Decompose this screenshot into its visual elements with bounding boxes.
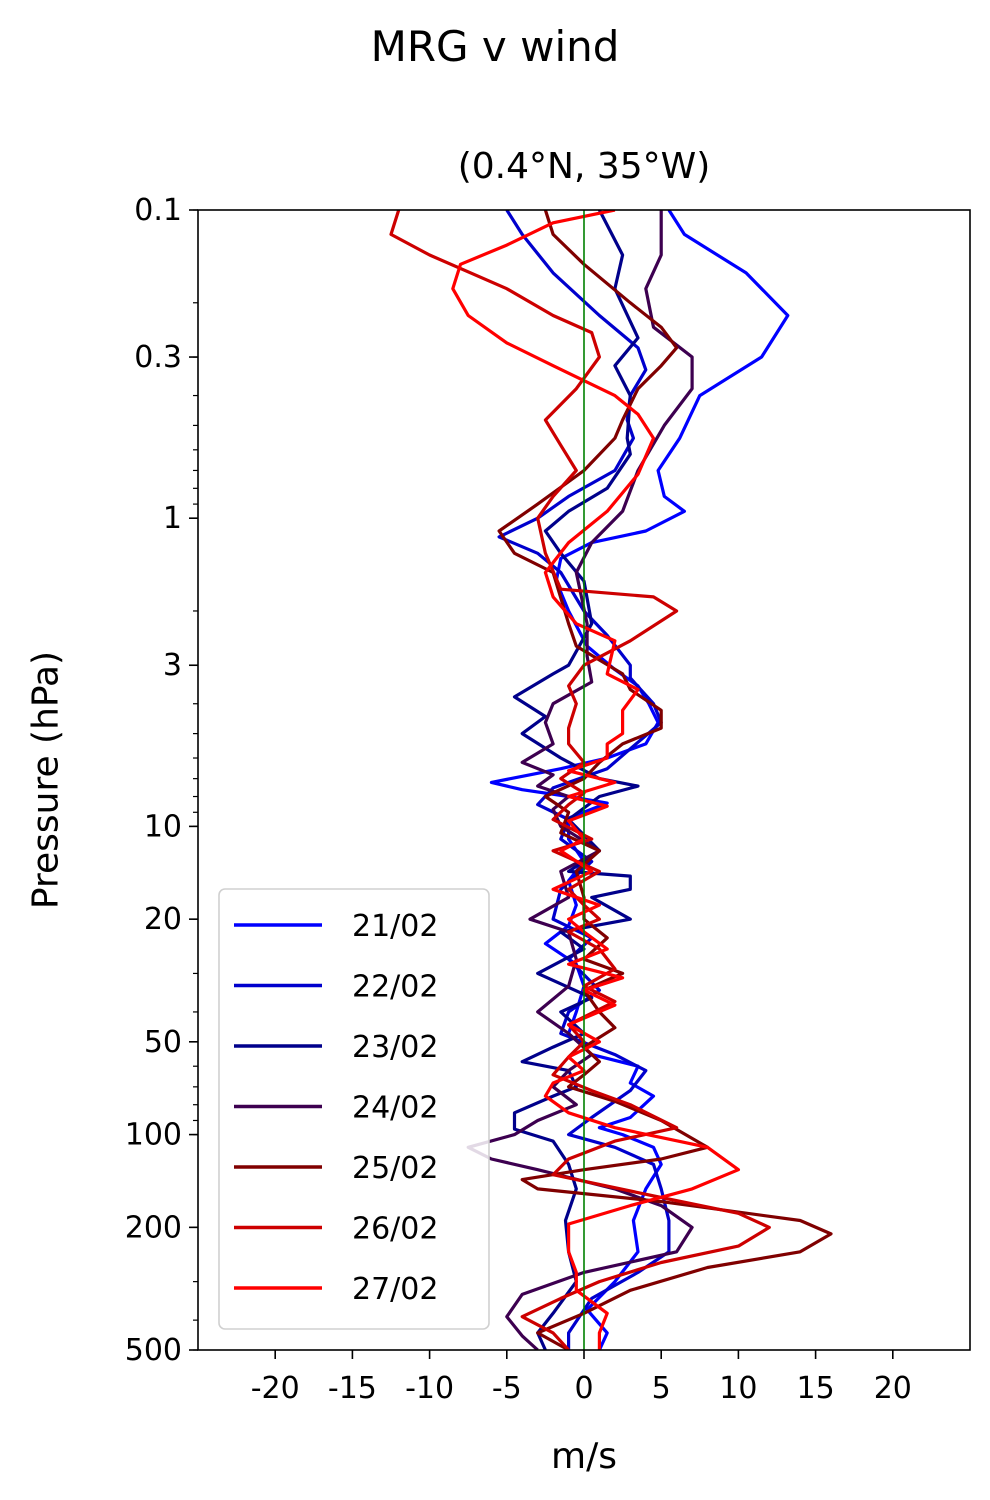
legend-label: 21/02 <box>352 909 438 944</box>
legend-label: 27/02 <box>352 1272 438 1307</box>
x-tick-label: 0 <box>574 1371 593 1406</box>
x-tick-label: 20 <box>874 1371 912 1406</box>
y-tick-label: 0.1 <box>134 193 182 228</box>
series-line-25-02 <box>497 210 833 1350</box>
legend-label: 25/02 <box>352 1151 438 1186</box>
legend-box <box>218 888 490 1330</box>
x-tick-label: -5 <box>492 1371 522 1406</box>
x-tick-label: 5 <box>652 1371 671 1406</box>
legend-label: 23/02 <box>352 1030 438 1065</box>
y-tick-label: 10 <box>144 809 182 844</box>
y-tick-label: 20 <box>144 902 182 937</box>
series-line-21-02 <box>489 210 790 1350</box>
series-group <box>389 210 833 1350</box>
x-tick-label: -20 <box>251 1371 300 1406</box>
legend-label: 26/02 <box>352 1212 438 1247</box>
chart-title: (0.4°N, 35°W) <box>457 146 711 187</box>
series-line-23-02 <box>512 210 640 1350</box>
series-line-26-02 <box>389 210 771 1350</box>
y-tick-label: 0.3 <box>134 340 182 375</box>
y-tick-label: 3 <box>163 648 182 683</box>
y-tick-label: 100 <box>125 1118 182 1153</box>
series-line-27-02 <box>451 210 740 1350</box>
x-tick-label: 10 <box>719 1371 757 1406</box>
figure-suptitle: MRG v wind <box>370 22 620 71</box>
x-tick-label: -10 <box>405 1371 454 1406</box>
x-axis-label: m/s <box>551 1436 617 1477</box>
series-line-22-02 <box>497 210 671 1350</box>
legend-label: 22/02 <box>352 970 438 1005</box>
y-tick-label: 200 <box>125 1210 182 1245</box>
x-tick-label: 15 <box>797 1371 835 1406</box>
y-tick-label: 50 <box>144 1025 182 1060</box>
y-tick-label: 500 <box>125 1333 182 1368</box>
y-tick-label: 1 <box>163 501 182 536</box>
x-tick-label: -15 <box>328 1371 377 1406</box>
legend-label: 24/02 <box>352 1091 438 1126</box>
